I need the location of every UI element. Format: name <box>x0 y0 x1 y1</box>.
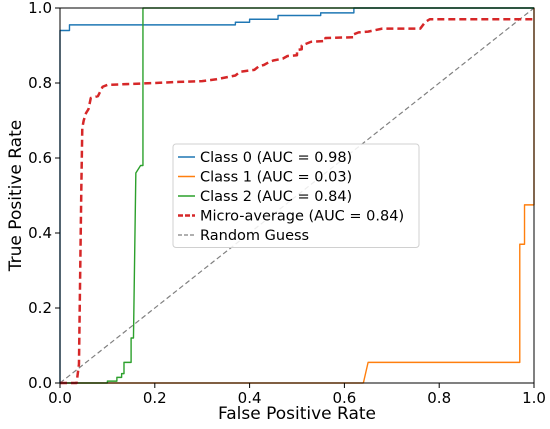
y-tick-label: 0.0 <box>28 374 52 392</box>
x-tick-label: 0.0 <box>48 389 72 407</box>
y-tick-label: 0.8 <box>28 74 52 92</box>
legend-label-0: Class 0 (AUC = 0.98) <box>200 150 352 166</box>
y-axis-ticks: 0.0 0.2 0.4 0.6 0.8 1.0 <box>28 0 60 392</box>
x-tick-label: 0.6 <box>332 389 356 407</box>
x-axis-label: False Positive Rate <box>218 404 376 424</box>
y-tick-label: 1.0 <box>28 0 52 17</box>
legend-box <box>172 143 420 248</box>
legend-label-4: Random Guess <box>200 228 309 244</box>
legend: Class 0 (AUC = 0.98) Class 1 (AUC = 0.03)… <box>172 143 420 248</box>
x-tick-label: 0.8 <box>427 389 451 407</box>
series-line-4 <box>59 7 535 384</box>
legend-label-3: Micro-average (AUC = 0.84) <box>200 209 404 225</box>
legend-label-1: Class 1 (AUC = 0.03) <box>200 170 352 186</box>
series-line-1 <box>60 8 535 384</box>
series-line-2 <box>60 7 534 384</box>
y-tick-label: 0.6 <box>28 149 52 167</box>
y-axis-label: True Positive Rate <box>6 120 26 272</box>
plot-frame <box>59 7 535 384</box>
legend-label-2: Class 2 (AUC = 0.84) <box>200 189 352 205</box>
series-line-3 <box>60 18 534 385</box>
y-tick-label: 0.2 <box>28 299 52 317</box>
series-line-0 <box>59 7 534 383</box>
x-tick-label: 0.2 <box>143 389 167 407</box>
x-tick-label: 0.4 <box>238 389 262 407</box>
curves-layer <box>59 7 535 385</box>
y-tick-label: 0.4 <box>28 224 52 242</box>
x-tick-label: 1.0 <box>522 389 546 407</box>
x-axis-ticks: 0.0 0.2 0.4 0.6 0.8 1.0 <box>48 383 546 407</box>
